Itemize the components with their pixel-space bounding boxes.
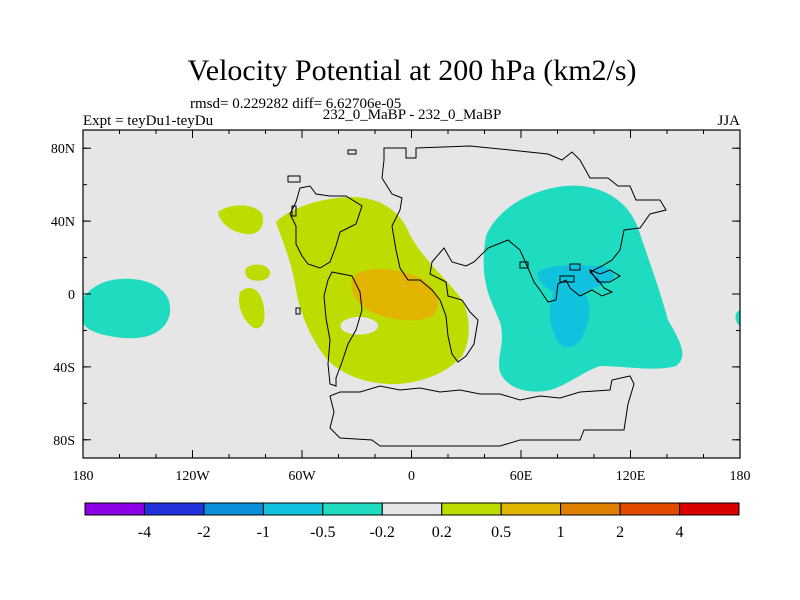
comparison-label: 232_0_MaBP - 232_0_MaBP bbox=[323, 107, 502, 123]
positive-0.5-1-region bbox=[351, 269, 439, 321]
colorbar-label: 2 bbox=[616, 524, 624, 541]
experiment-label: Expt = teyDu1-teyDu bbox=[83, 113, 214, 129]
colorbar-swatch bbox=[84, 502, 145, 516]
y-tick-label: 0 bbox=[68, 288, 75, 303]
x-tick-label: 0 bbox=[408, 469, 415, 484]
x-tick-label: 120W bbox=[175, 469, 210, 484]
positive-0.2-0.5-region bbox=[238, 287, 265, 329]
colorbar-swatch bbox=[619, 502, 681, 516]
colorbar: -4 -2 -1 -0.5 -0.2 0.2 0.5 1 2 4 bbox=[84, 502, 740, 541]
near-zero-hole bbox=[340, 316, 379, 335]
colorbar-label: 0.5 bbox=[491, 524, 511, 541]
colorbar-label: 4 bbox=[676, 524, 684, 541]
colorbar-label: 1 bbox=[557, 524, 565, 541]
y-axis: 80N 40N 0 40S 80S bbox=[51, 142, 740, 449]
positive-0.2-0.5-region bbox=[245, 264, 270, 281]
negative-0.5-1-region bbox=[537, 264, 614, 347]
colorbar-label: 0.2 bbox=[432, 524, 452, 541]
y-tick-label: 40S bbox=[53, 361, 75, 376]
colorbar-label: -1 bbox=[257, 524, 270, 541]
colorbar-swatch bbox=[679, 502, 740, 516]
y-tick-label: 80N bbox=[51, 142, 75, 157]
colorbar-swatch bbox=[381, 502, 443, 516]
negative-0.2-0.5-region bbox=[83, 278, 171, 339]
colorbar-label: -0.5 bbox=[310, 524, 335, 541]
x-tick-label: 60W bbox=[288, 469, 316, 484]
stats-text: rmsd= 0.229282 diff= 6.62706e-05 bbox=[190, 96, 401, 112]
colorbar-label: -2 bbox=[197, 524, 210, 541]
positive-0.2-0.5-region bbox=[218, 205, 264, 235]
colorbar-swatch bbox=[203, 502, 264, 516]
colorbar-swatch bbox=[262, 502, 324, 516]
y-tick-label: 80S bbox=[53, 434, 75, 449]
map-fields bbox=[83, 145, 740, 447]
colorbar-swatch bbox=[500, 502, 562, 516]
colorbar-swatch bbox=[441, 502, 502, 516]
x-axis: 180 120W 60W 0 60E 120E 180 bbox=[73, 130, 751, 484]
x-tick-label: 120E bbox=[616, 469, 646, 484]
y-tick-label: 40N bbox=[51, 215, 75, 230]
colorbar-label: -0.2 bbox=[370, 524, 395, 541]
coastlines bbox=[287, 145, 667, 447]
colorbar-swatch bbox=[560, 502, 621, 516]
x-tick-label: 180 bbox=[73, 469, 94, 484]
colorbar-swatch bbox=[143, 502, 205, 516]
season-label: JJA bbox=[717, 113, 740, 129]
x-tick-label: 180 bbox=[730, 469, 751, 484]
colorbar-label: -4 bbox=[138, 524, 151, 541]
colorbar-swatch bbox=[322, 502, 383, 516]
x-tick-label: 60E bbox=[510, 469, 533, 484]
chart-title: Velocity Potential at 200 hPa (km2/s) bbox=[187, 54, 636, 87]
negative-0.2-0.5-region bbox=[735, 310, 740, 326]
